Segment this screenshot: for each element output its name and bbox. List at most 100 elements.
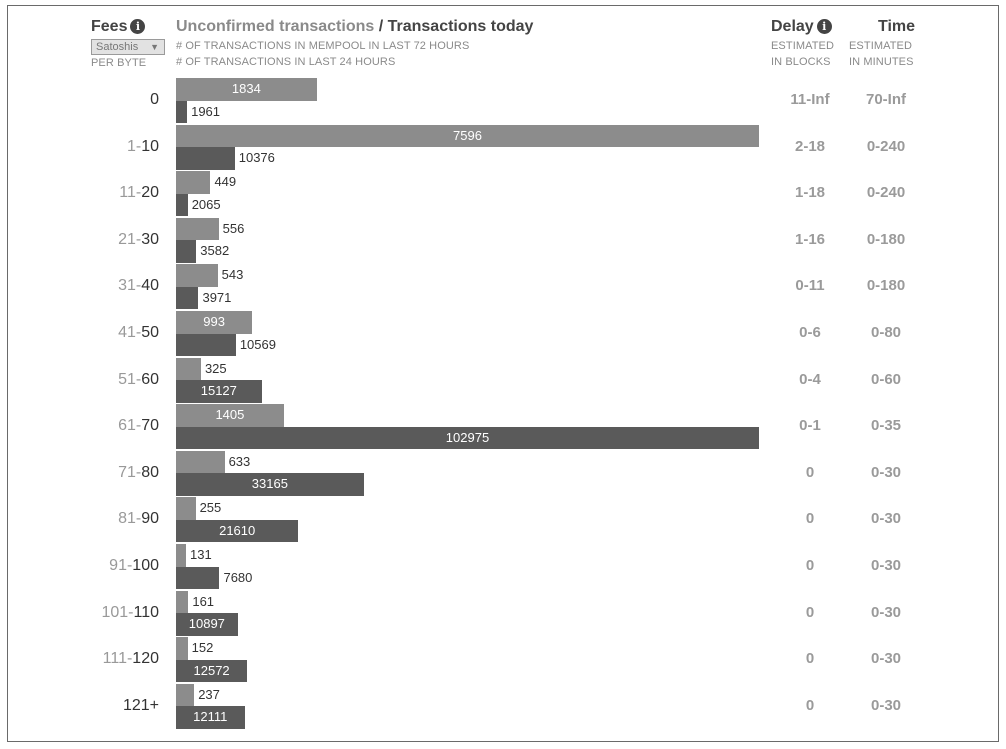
time-subtitle-2: IN MINUTES: [849, 56, 914, 68]
today-value-label: 12572: [193, 662, 230, 678]
time-value: 0-30: [870, 510, 902, 528]
unconfirmed-value-label: 449: [214, 174, 237, 190]
unconfirmed-bar: [176, 78, 317, 101]
today-bar: [176, 566, 220, 589]
time-value: 0-180: [866, 230, 906, 248]
fee-range-label: 51-60: [118, 370, 159, 388]
info-icon[interactable]: i: [130, 19, 146, 34]
unconfirmed-bar: [176, 311, 253, 334]
today-value-label: 7680: [223, 569, 253, 585]
unconfirmed-value-label: 993: [203, 314, 225, 329]
fee-range-label: 91-100: [109, 557, 159, 574]
unconfirmed-bar: [176, 450, 225, 474]
title-separator: /: [374, 18, 388, 35]
today-bar: [176, 193, 188, 217]
unconfirmed-bar: [176, 637, 188, 660]
time-value: 0-30: [870, 696, 902, 714]
time-value: 0-30: [870, 603, 902, 621]
fee-range-label: 41-50: [118, 324, 159, 341]
today-bar: [176, 380, 262, 403]
unconfirmed-bar: [176, 404, 284, 427]
time-value: 0-240: [866, 184, 906, 202]
unit-select[interactable]: Satoshis ▼: [91, 39, 165, 55]
chevron-down-icon: ▼: [150, 42, 159, 52]
today-value-label: 10376: [238, 150, 275, 166]
unconfirmed-value-label: 7596: [453, 127, 482, 143]
today-value-label: 3582: [200, 243, 230, 259]
fees-header: Fees i: [91, 18, 146, 36]
today-subtitle: # OF TRANSACTIONS IN LAST 24 HOURS: [176, 56, 396, 68]
unconfirmed-bar: [176, 497, 196, 520]
today-bar: [176, 286, 199, 310]
delay-subtitle-2: IN BLOCKS: [771, 56, 831, 68]
time-title: Time: [878, 18, 916, 35]
time-value: 0-30: [870, 463, 902, 481]
time-subtitle-1: ESTIMATED: [849, 40, 913, 52]
delay-value: 0-4: [799, 370, 821, 388]
time-value: 0-30: [870, 557, 902, 574]
unconfirmed-bar: [176, 590, 189, 614]
today-bar: [176, 659, 248, 683]
today-bar: [176, 473, 364, 496]
info-icon[interactable]: i: [816, 19, 832, 34]
today-bar: [176, 613, 238, 636]
today-value-label: 12111: [193, 709, 228, 725]
delay-value: 11-Inf: [790, 91, 830, 108]
unconfirmed-subtitle: # OF TRANSACTIONS IN MEMPOOL IN LAST 72 …: [176, 40, 470, 52]
unconfirmed-value-label: 556: [222, 220, 245, 236]
delay-subtitle-1: ESTIMATED: [771, 40, 835, 52]
delay-value: 0: [805, 557, 815, 574]
unconfirmed-bar: [176, 264, 218, 287]
delay-value: 0-6: [799, 324, 821, 341]
time-value: 0-80: [870, 324, 902, 341]
today-bar: [176, 519, 299, 543]
today-bar: [176, 333, 236, 356]
unconfirmed-value-label: 255: [199, 500, 222, 516]
time-value: 0-30: [870, 650, 902, 668]
today-value-label: 1961: [191, 103, 221, 119]
today-bar: [176, 147, 235, 170]
today-bar: [176, 426, 759, 450]
unconfirmed-bar: [176, 544, 187, 567]
today-value-label: 10569: [239, 336, 276, 352]
today-value-label: 21610: [219, 522, 256, 538]
unconfirmed-value-label: 325: [204, 360, 227, 376]
fee-range-label: 11-20: [119, 184, 159, 202]
today-bar: [176, 100, 188, 123]
fee-range-label: 1-10: [126, 137, 159, 155]
fee-range-label: 61-70: [118, 417, 159, 435]
time-value: 0-35: [870, 417, 902, 435]
unconfirmed-value-label: 152: [191, 640, 214, 656]
delay-value: 0: [805, 463, 815, 481]
delay-value: 0: [805, 696, 815, 714]
today-value-label: 15127: [200, 383, 237, 399]
unit-select-value: Satoshis: [96, 41, 139, 53]
unconfirmed-bar: [176, 171, 211, 194]
fee-range-label: 111-120: [102, 650, 159, 668]
time-value: 0-240: [866, 137, 906, 155]
today-value-label: 3971: [202, 289, 232, 305]
delay-value: 2-18: [794, 137, 826, 155]
today-value-label: 2065: [191, 196, 221, 212]
unconfirmed-value-label: 1834: [231, 81, 261, 96]
fee-range-label: 81-90: [118, 510, 159, 528]
delay-value: 0: [805, 510, 815, 528]
unconfirmed-value-label: 237: [198, 686, 220, 702]
unconfirmed-value-label: 543: [221, 267, 244, 283]
delay-header: Delay i: [771, 18, 832, 36]
unconfirmed-bar: [176, 217, 219, 241]
unconfirmed-value-label: 633: [228, 453, 251, 469]
time-value: 0-60: [870, 370, 902, 388]
delay-value: 0: [805, 650, 815, 668]
today-value-label: 10897: [188, 616, 225, 632]
today-value-label: 102975: [445, 429, 490, 445]
time-header: Time: [878, 18, 915, 36]
today-title: Transactions today: [387, 18, 534, 35]
delay-value: 1-16: [794, 230, 826, 248]
unconfirmed-value-label: 1405: [215, 407, 245, 423]
unconfirmed-value-label: 161: [192, 593, 215, 609]
fee-range-label: 21-30: [118, 230, 159, 248]
delay-title: Delay: [771, 18, 814, 35]
chart-title: Unconfirmed transactions / Transactions …: [176, 18, 533, 36]
unconfirmed-bar: [176, 683, 195, 707]
